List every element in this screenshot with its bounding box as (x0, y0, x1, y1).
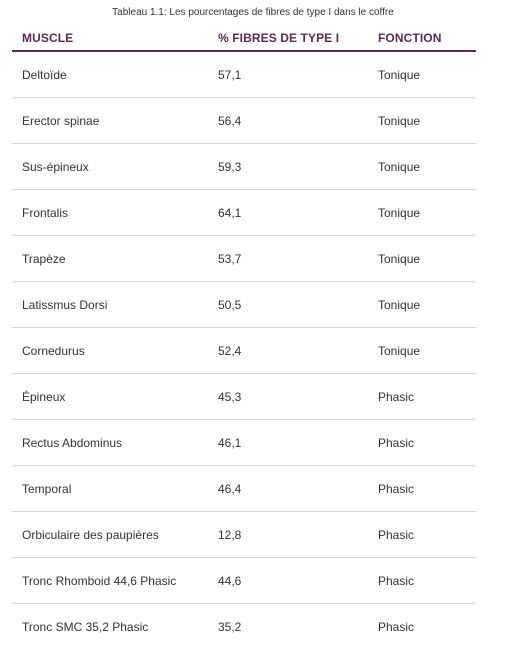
table-body: Deltoïde 57,1 Tonique Erector spinae 56,4 Ton… (12, 52, 476, 649)
header-function: FONCTION (378, 31, 442, 45)
cell-pct: 46,4 (218, 481, 242, 496)
cell-function: Phasic (378, 527, 415, 542)
header-pct: % FIBRES DE TYPE I (218, 31, 340, 45)
cell-pct: 50,5 (218, 297, 242, 312)
cell-pct: 44,6 (218, 573, 242, 588)
cell-muscle: Deltoïde (22, 67, 67, 82)
cell-pct: 64,1 (218, 205, 242, 220)
cell-muscle: Rectus Abdominus (22, 435, 123, 450)
cell-function: Phasic (378, 573, 415, 588)
cell-muscle: Tronc SMC 35,2 Phasic (22, 619, 149, 634)
cell-pct: 59,3 (218, 159, 242, 174)
table-row: Tronc Rhomboid 44,6 Phasic 44,6 Phasic (12, 558, 476, 604)
header-muscle: MUSCLE (22, 31, 74, 45)
cell-pct: 52,4 (218, 343, 242, 358)
table-row: Sus-épineux 59,3 Tonique (12, 144, 476, 190)
cell-pct: 45,3 (218, 389, 242, 404)
cell-pct: 35,2 (218, 619, 242, 634)
cell-muscle: Temporal (22, 481, 72, 496)
table-row: Épineux 45,3 Phasic (12, 374, 476, 420)
cell-function: Tonique (378, 251, 421, 266)
table-row: Erector spinae 56,4 Tonique (12, 98, 476, 144)
cell-pct: 57,1 (218, 67, 242, 82)
cell-function: Phasic (378, 389, 415, 404)
table-row: Deltoïde 57,1 Tonique (12, 52, 476, 98)
table-row: Rectus Abdominus 46,1 Phasic (12, 420, 476, 466)
fiber-table: MUSCLE % FIBRES DE TYPE I FONCTION Delto… (12, 26, 476, 649)
table-row: Trapèze 53,7 Tonique (12, 236, 476, 282)
cell-muscle: Cornedurus (22, 343, 85, 358)
table-row: Latissmus Dorsi 50,5 Tonique (12, 282, 476, 328)
cell-muscle: Trapèze (22, 251, 66, 266)
cell-pct: 53,7 (218, 251, 242, 266)
cell-function: Tonique (378, 205, 421, 220)
table-header-row: MUSCLE % FIBRES DE TYPE I FONCTION (12, 26, 476, 52)
cell-muscle: Sus-épineux (22, 159, 89, 174)
table-row: Cornedurus 52,4 Tonique (12, 328, 476, 374)
cell-function: Phasic (378, 435, 415, 450)
cell-function: Phasic (378, 481, 415, 496)
cell-muscle: Tronc Rhomboid 44,6 Phasic (22, 573, 177, 588)
cell-pct: 46,1 (218, 435, 242, 450)
table-row: Temporal 46,4 Phasic (12, 466, 476, 512)
cell-pct: 56,4 (218, 113, 242, 128)
table-row: Tronc SMC 35,2 Phasic 35,2 Phasic (12, 604, 476, 649)
cell-function: Tonique (378, 297, 421, 312)
cell-muscle: Latissmus Dorsi (22, 297, 108, 312)
cell-function: Tonique (378, 67, 421, 82)
cell-muscle: Épineux (22, 389, 66, 404)
cell-function: Tonique (378, 113, 421, 128)
table-row: Frontalis 64,1 Tonique (12, 190, 476, 236)
table-caption: Tableau 1.1: Les pourcentages de fibres … (112, 7, 394, 18)
cell-function: Phasic (378, 619, 415, 634)
cell-muscle: Orbiculaire des paupières (22, 527, 159, 542)
cell-muscle: Erector spinae (22, 113, 100, 128)
cell-muscle: Frontalis (22, 205, 69, 220)
cell-function: Tonique (378, 159, 421, 174)
cell-function: Tonique (378, 343, 421, 358)
cell-pct: 12,8 (218, 527, 242, 542)
table-row: Orbiculaire des paupières 12,8 Phasic (12, 512, 476, 558)
